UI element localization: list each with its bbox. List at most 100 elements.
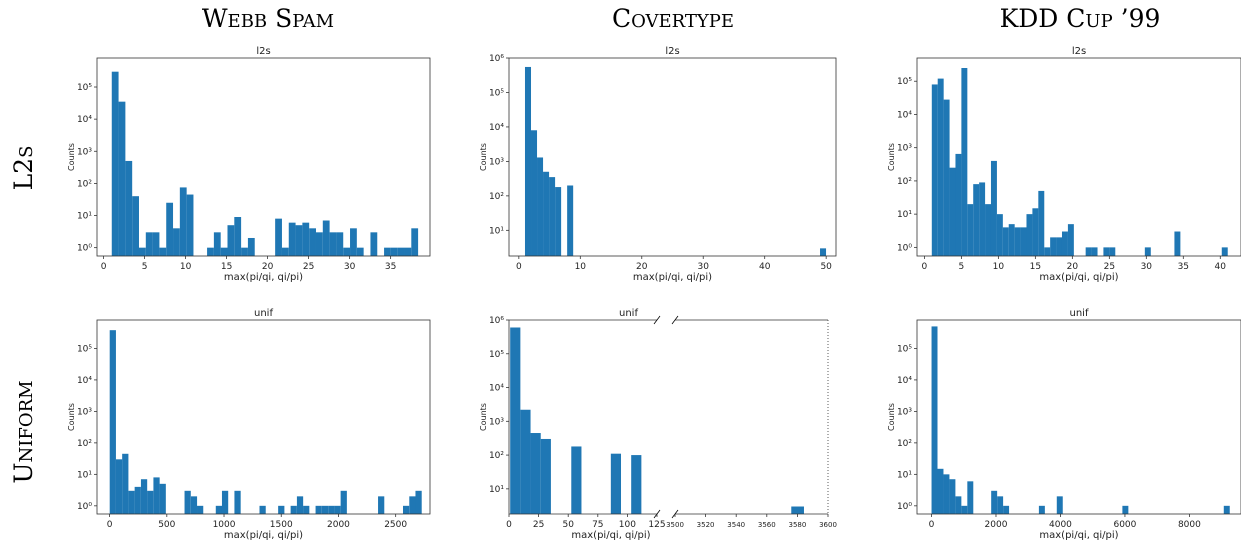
histogram-bar [543,171,550,256]
y-tick-label: 10³ [77,407,92,417]
histogram-bar [390,247,398,256]
x-tick-label: 5 [142,262,148,272]
histogram-bar [259,505,266,514]
histogram-panel: 10¹ 10² 10³ 10⁴ 10⁵ 10⁶ 0 25 50 75 100 125 3500 3520 3… [479,308,837,540]
axes-frame [916,57,1241,257]
x-tick-label: 1000 [213,520,236,530]
y-tick-label: 10¹ [489,226,504,236]
x-tick-label: 3560 [758,521,776,529]
histogram-bar [931,84,938,256]
x-tick-label: 125 [648,520,665,530]
y-tick-label: 10³ [489,157,504,167]
histogram-bar [340,490,347,514]
axes-frame [96,319,431,515]
histogram-bar [996,214,1003,256]
histogram-bar [281,247,289,256]
y-tick-label: 10¹ [489,485,504,495]
x-tick-label: 10 [993,262,1005,272]
x-tick-label: 3500 [666,521,684,529]
histogram-bar [153,477,160,514]
histogram-bar [955,496,962,514]
histogram-bar [315,232,323,256]
histogram-bar [147,490,154,514]
x-tick-label: 3580 [788,521,806,529]
histogram-bar [179,187,187,256]
histogram-bar [555,187,562,256]
histogram-bar [290,505,297,514]
histogram-bar [295,225,303,256]
histogram-bar [336,232,344,256]
y-tick-label: 10¹ [897,210,912,220]
histogram-bar [937,78,944,256]
y-tick-label: 10³ [897,144,912,154]
axes-frame [508,57,837,257]
axes-frame-left [508,319,657,515]
histogram-bar [973,184,980,256]
axis-break-mark [671,315,679,325]
histogram-bar [134,486,141,514]
histogram-bar [397,247,405,256]
x-axis-label: max(pi/qi, qi/pi) [571,530,650,540]
x-tick-label: 8000 [1178,520,1201,530]
y-tick-label: 10² [77,439,92,449]
histogram-bar [967,481,974,514]
x-tick-label: 0 [506,520,512,530]
histogram-bar [1103,247,1110,256]
y-tick-label: 10⁵ [77,344,92,354]
histogram-bar [631,455,642,514]
y-axis-label: Counts [479,403,488,431]
x-tick-label: 75 [592,520,603,530]
y-tick-label: 10⁵ [489,350,504,360]
axes-frame [96,57,431,257]
histogram-bar [166,202,174,256]
histogram-bar [356,247,364,256]
histogram-bar [322,220,330,256]
x-axis-label: max(pi/qi, qi/pi) [224,272,303,283]
y-tick-label: 10² [897,177,912,187]
panel-title: unif [619,308,638,319]
histogram-bar [531,130,538,256]
x-tick-label: 10 [180,262,192,272]
histogram-bar [173,228,180,256]
panel-title: unif [254,308,273,319]
y-tick-label: 10⁴ [77,115,92,125]
histogram-bar [402,505,410,514]
histogram-bar [138,247,146,256]
histogram-bar [309,228,316,256]
y-tick-label: 10³ [897,407,912,417]
histogram-bar [247,237,255,256]
x-tick-label: 0 [516,262,522,272]
y-tick-label: 10⁴ [489,384,504,394]
y-axis-label: Counts [479,143,488,171]
y-tick-label: 10¹ [77,470,92,480]
x-tick-label: 25 [1104,262,1115,272]
histogram-bar [524,66,532,256]
y-tick-label: 10³ [489,417,504,427]
histogram-bar [937,468,944,514]
column-title-kdd-cup: KDD Cup ’99 [1000,4,1161,33]
histogram-bar [118,101,126,256]
histogram-bar [1008,224,1015,256]
histogram-bar [221,490,229,514]
histogram-bar [961,68,968,257]
histogram-panel: 10⁰ 10¹ 10² 10³ 10⁴ 10⁵ 0 5 10 15 20 25 30 35 40 l2s max… [887,46,1241,283]
x-tick-label: 25 [303,262,314,272]
histogram-panels: 10⁰ 10¹ 10² 10³ 10⁴ 10⁵ 0 5 10 15 20 25 30 35 l2s max(p… [67,46,1241,540]
histogram-bar [1091,247,1098,256]
x-tick-label: 50 [820,262,832,272]
histogram-bar [234,490,241,514]
histogram-bar [931,326,938,514]
x-tick-label: 20 [636,262,648,272]
x-tick-label: 20 [1067,262,1079,272]
x-tick-label: 10 [575,262,587,272]
histogram-bar [520,409,531,514]
histogram-panel: 10¹ 10² 10³ 10⁴ 10⁵ 10⁶ 0 10 20 30 40 50 l2s max(pi/q… [479,46,837,283]
histogram-bar [990,160,997,256]
histogram-panel: 10⁰ 10¹ 10² 10³ 10⁴ 10⁵ 0 2000 4000 6000 8000 unif m… [887,308,1241,540]
histogram-bar [1061,231,1068,256]
x-tick-label: 500 [158,520,175,530]
x-tick-label: 2000 [327,520,350,530]
histogram-bar [234,216,242,256]
y-tick-label: 10⁵ [489,88,504,98]
histogram-bar [1056,237,1063,256]
